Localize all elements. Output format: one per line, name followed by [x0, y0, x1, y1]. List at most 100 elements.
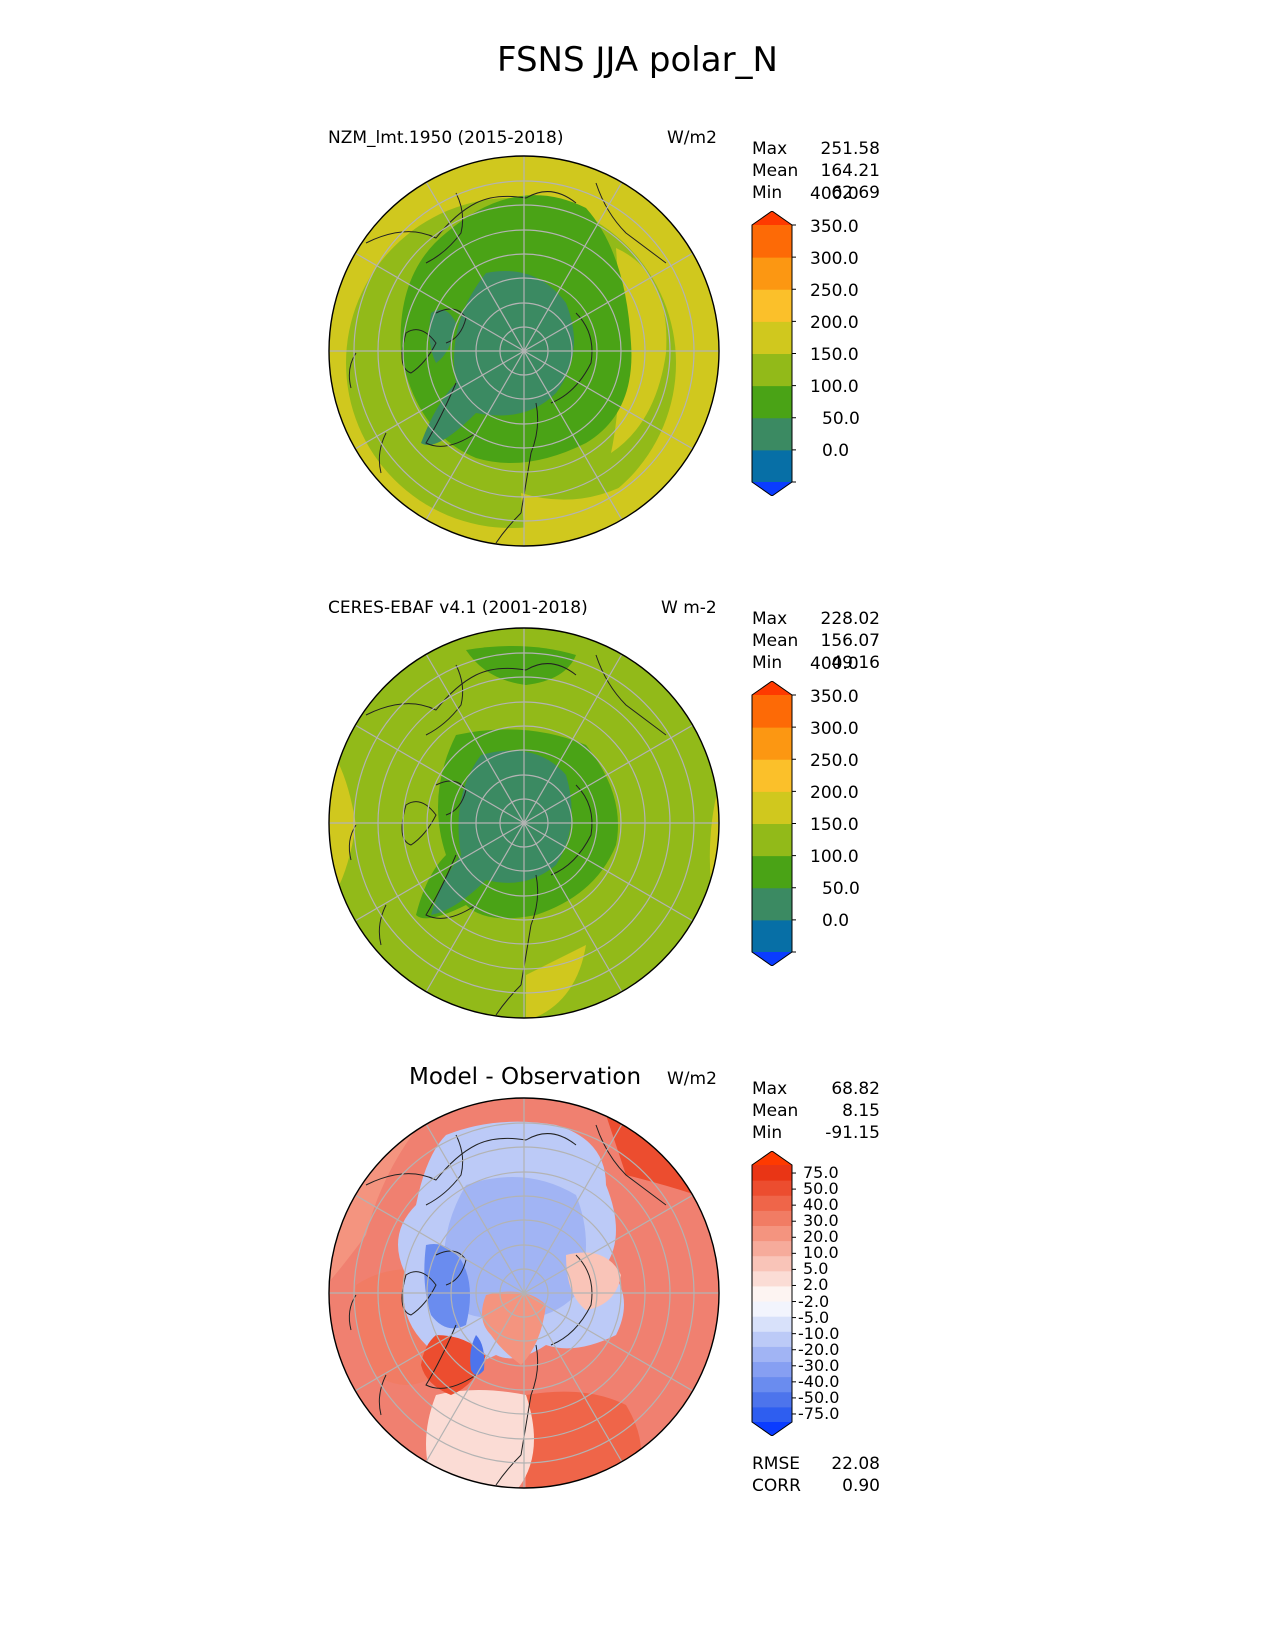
panel3-colorbar: [751, 1151, 796, 1436]
map-boundary: [328, 1097, 720, 1489]
diff-40-50-s: [526, 1391, 641, 1488]
colorbar-tick-label: 100.0: [810, 847, 859, 868]
colorbar-segment: [752, 695, 792, 728]
map-boundary: [328, 155, 720, 547]
colorbar-tick-label: 10.0: [803, 1243, 839, 1263]
colorbar-tick-label: 50.0: [822, 409, 860, 430]
panel2-colorbar-labels: 0.0 50.0 100.0 150.0 200.0 250.0 300.0 350.0 400…: [798, 654, 878, 966]
panel1-colorbar-labels: 0.0 50.0 100.0 150.0 200.0 250.0 300.0 350.0 400…: [798, 184, 878, 496]
colorbar-extend-max: [752, 681, 792, 695]
colorbar-segment: [752, 1331, 792, 1347]
stat-value: 251.58: [820, 139, 880, 159]
panel1-stats: Max 251.58 Mean 164.21 Min 62.69: [752, 138, 880, 204]
colorbar-segment: [752, 1240, 792, 1257]
colorbar-segment: [752, 1270, 792, 1287]
stat-value: 164.21: [820, 161, 880, 181]
stat-label: Min: [752, 653, 783, 673]
colorbar-tick-label: -50.0: [798, 1387, 840, 1407]
colorbar-tick-label: -20.0: [798, 1339, 840, 1359]
colorbar-tick-label: 20.0: [803, 1227, 839, 1247]
colorbar-segment: [752, 1195, 792, 1211]
panel1-colorbar: [751, 211, 796, 496]
band-50-100-islands: [429, 309, 456, 363]
colorbar-segment: [752, 1301, 792, 1317]
colorbar-segment: [752, 417, 792, 451]
metric-label: RMSE: [752, 1454, 801, 1474]
colorbar-segment: [752, 759, 792, 792]
colorbar-segment: [752, 791, 792, 824]
colorbar-tick-label: 400.0: [810, 184, 859, 205]
panel3-units: W/m2: [667, 1069, 717, 1089]
colorbar-segment: [752, 257, 792, 290]
colorbar-segment: [752, 353, 792, 387]
colorbar-extend-max: [752, 211, 792, 225]
colorbar-tick-label: 150.0: [810, 345, 859, 366]
panel2-title: CERES-EBAF v4.1 (2001-2018): [328, 598, 588, 618]
stat-label: Max: [752, 609, 788, 629]
colorbar-segment: [752, 887, 792, 921]
diff-pos-baffin: [421, 1335, 486, 1395]
colorbar-segment: [752, 1376, 792, 1393]
panel3-title: Model - Observation: [409, 1064, 642, 1090]
metric-value: 0.90: [842, 1476, 880, 1496]
panel2-units: W m-2: [661, 598, 717, 618]
colorbar-tick-label: -40.0: [798, 1371, 840, 1391]
stat-label: Max: [752, 139, 788, 159]
colorbar-segment: [752, 289, 792, 322]
colorbar-tick-label: 0.0: [822, 911, 850, 932]
map-boundary: [328, 627, 720, 1019]
stat-label: Mean: [752, 161, 799, 181]
stat-value: 8.15: [842, 1101, 880, 1121]
colorbar-segment: [752, 225, 792, 258]
panel2-colorbar: [751, 681, 796, 966]
panel1-title: NZM_lmt.1950 (2015-2018): [328, 128, 564, 148]
colorbar-segment: [752, 385, 792, 419]
colorbar-segment: [752, 1346, 792, 1363]
colorbar-extend-min: [752, 952, 792, 966]
colorbar-segment: [752, 1225, 792, 1242]
colorbar-outline: [751, 1151, 793, 1436]
colorbar-segment: [752, 823, 792, 857]
colorbar-tick-label: 5.0: [803, 1259, 829, 1279]
colorbar-segment: [752, 1255, 792, 1272]
colorbar-tick-label: 400.0: [810, 654, 859, 675]
colorbar-segment: [752, 1316, 792, 1332]
panel2-map: [328, 627, 720, 1019]
stat-label: Min: [752, 1123, 783, 1143]
colorbar-tick-label: -10.0: [798, 1323, 840, 1343]
diff-pos-beaufort: [482, 1291, 546, 1365]
colorbar-tick-label: 250.0: [810, 280, 859, 301]
stat-value: 228.02: [820, 609, 880, 629]
diff-neg-40-30: [424, 1244, 470, 1329]
colorbar-tick-label: 50.0: [822, 879, 860, 900]
colorbar-segment: [752, 1391, 792, 1408]
stat-value: 62.69: [831, 183, 880, 203]
stat-label: Mean: [752, 1101, 799, 1121]
colorbar-tick-label: 100.0: [810, 377, 859, 398]
colorbar-segment: [752, 1180, 792, 1196]
colorbar-tick-label: -75.0: [798, 1403, 840, 1423]
stat-value: -91.15: [825, 1123, 880, 1143]
colorbar-segment: [752, 1165, 792, 1181]
stat-label: Max: [752, 1079, 788, 1099]
colorbar-tick-label: 200.0: [810, 312, 859, 333]
panel1-units: W/m2: [667, 128, 717, 148]
figure-title: FSNS JJA polar_N: [497, 40, 778, 80]
colorbar-extend-min: [752, 1422, 792, 1436]
panel3-metrics: RMSE 22.08 CORR 0.90: [752, 1453, 880, 1497]
colorbar-tick-label: 30.0: [803, 1211, 839, 1231]
colorbar-tick-label: 350.0: [810, 686, 859, 707]
graticule: [329, 628, 719, 1018]
colorbar-tick-label: 2.0: [803, 1275, 829, 1295]
colorbar-tick-label: -5.0: [798, 1307, 830, 1327]
diff-neg-50-40: [470, 1335, 485, 1375]
colorbar-extend-min: [752, 482, 792, 496]
colorbar-tick-label: 200.0: [810, 782, 859, 803]
graticule: [329, 156, 719, 546]
colorbar-tick-label: 350.0: [810, 216, 859, 237]
panel3-stats: Max 68.82 Mean 8.15 Min -91.15: [752, 1078, 880, 1144]
colorbar-segment: [752, 1285, 792, 1302]
colorbar-segment: [752, 321, 792, 354]
colorbar-extend-max: [752, 1151, 792, 1165]
stat-value: 156.07: [820, 631, 880, 651]
